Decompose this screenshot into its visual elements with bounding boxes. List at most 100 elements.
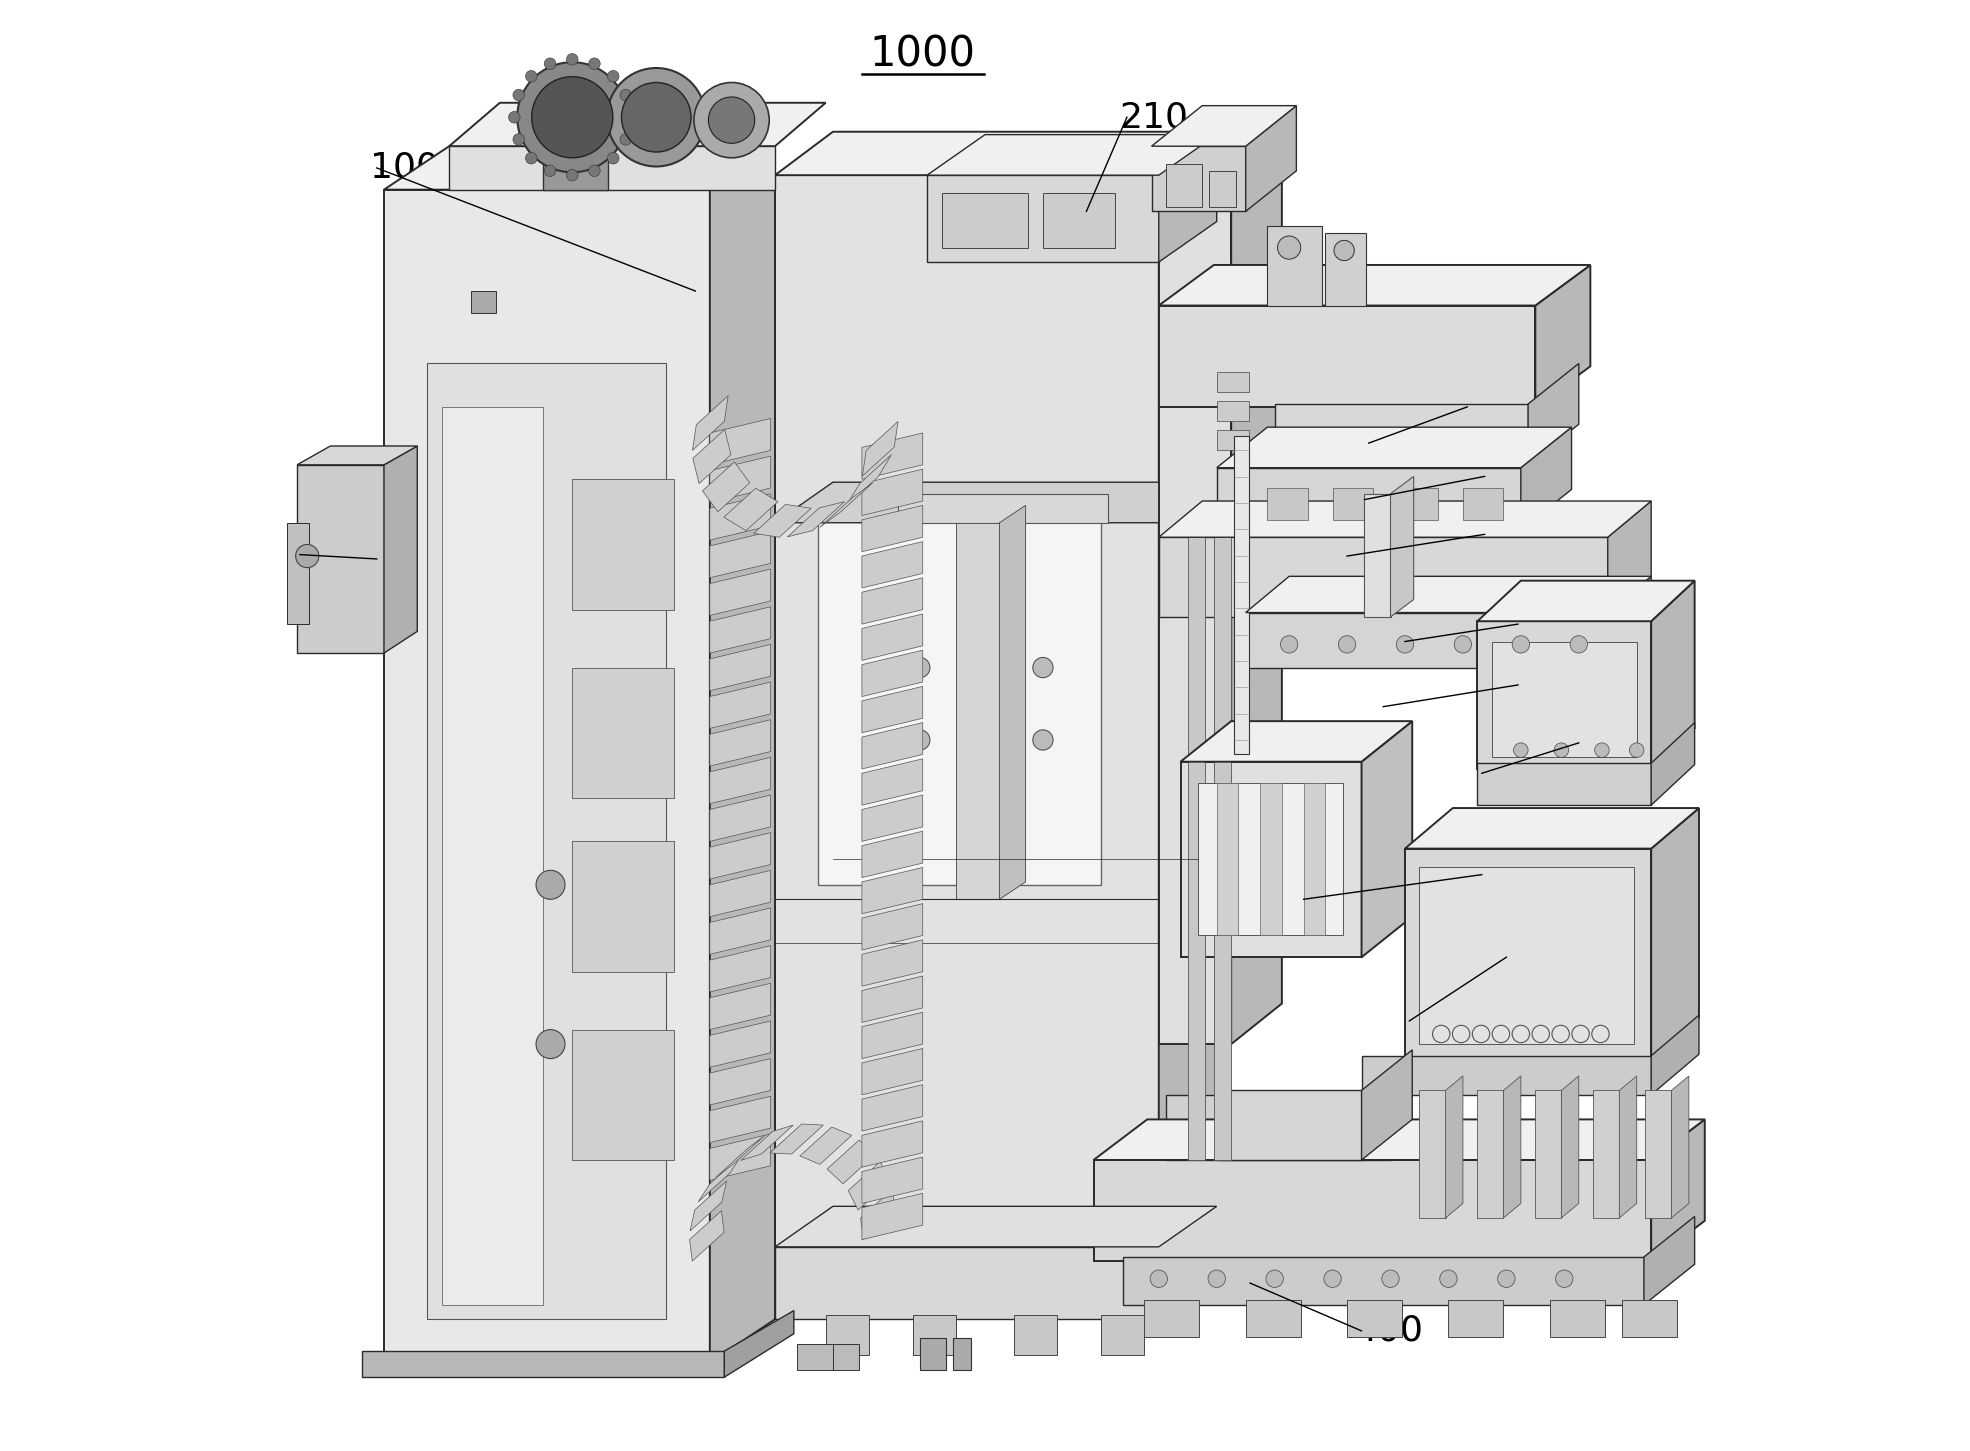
Bar <box>1550 1300 1606 1336</box>
Polygon shape <box>723 488 778 531</box>
Polygon shape <box>1535 266 1590 406</box>
Text: 500: 500 <box>1478 518 1546 551</box>
Polygon shape <box>863 1156 922 1203</box>
Bar <box>1217 371 1249 392</box>
Polygon shape <box>1651 808 1698 1059</box>
Polygon shape <box>863 795 922 842</box>
Circle shape <box>589 165 601 177</box>
Text: 110: 110 <box>294 538 362 572</box>
Polygon shape <box>709 682 770 728</box>
Polygon shape <box>827 1140 875 1184</box>
Polygon shape <box>1651 1119 1704 1261</box>
Circle shape <box>1032 657 1054 678</box>
Polygon shape <box>709 1097 770 1142</box>
Polygon shape <box>709 418 770 464</box>
Circle shape <box>1280 636 1298 653</box>
Polygon shape <box>1231 164 1282 1045</box>
Polygon shape <box>1405 808 1698 849</box>
Bar <box>1198 784 1344 936</box>
Polygon shape <box>571 842 674 972</box>
Polygon shape <box>1158 135 1217 263</box>
Bar <box>1217 784 1239 936</box>
Polygon shape <box>849 1162 890 1210</box>
Polygon shape <box>863 1049 922 1096</box>
Polygon shape <box>1245 576 1651 612</box>
Polygon shape <box>449 103 825 147</box>
Polygon shape <box>863 1193 922 1239</box>
Polygon shape <box>1158 501 1651 537</box>
Polygon shape <box>1361 1056 1651 1096</box>
Polygon shape <box>1651 1016 1698 1096</box>
Polygon shape <box>709 795 770 842</box>
Polygon shape <box>1158 1206 1217 1319</box>
Polygon shape <box>1478 1091 1503 1217</box>
Bar <box>1621 1300 1676 1336</box>
Polygon shape <box>709 493 770 540</box>
Polygon shape <box>741 1125 794 1161</box>
Polygon shape <box>725 1310 794 1377</box>
Polygon shape <box>755 505 812 537</box>
Polygon shape <box>690 1210 725 1261</box>
Polygon shape <box>863 505 922 551</box>
Polygon shape <box>774 132 1217 176</box>
Bar <box>1491 641 1637 757</box>
Polygon shape <box>690 1181 727 1230</box>
Polygon shape <box>571 667 674 798</box>
Bar <box>1464 488 1503 519</box>
Circle shape <box>1150 1270 1168 1287</box>
Polygon shape <box>1188 537 1206 1159</box>
Polygon shape <box>1275 403 1529 464</box>
Bar <box>1399 488 1438 519</box>
Polygon shape <box>297 464 384 653</box>
Polygon shape <box>571 1030 674 1159</box>
Polygon shape <box>1217 467 1521 530</box>
Polygon shape <box>709 833 770 879</box>
Polygon shape <box>709 456 770 502</box>
Polygon shape <box>863 904 922 950</box>
Polygon shape <box>1158 306 1535 406</box>
Polygon shape <box>928 176 1158 263</box>
Polygon shape <box>709 757 770 804</box>
Polygon shape <box>863 1013 922 1059</box>
Polygon shape <box>715 1135 764 1177</box>
Polygon shape <box>863 686 922 733</box>
Polygon shape <box>1093 1159 1651 1261</box>
Polygon shape <box>928 135 1217 176</box>
Circle shape <box>296 544 319 567</box>
Circle shape <box>544 58 556 70</box>
Bar <box>1326 234 1365 306</box>
Circle shape <box>536 1030 565 1059</box>
Polygon shape <box>863 977 922 1023</box>
Polygon shape <box>863 541 922 588</box>
Bar <box>1267 488 1308 519</box>
Bar <box>1042 193 1115 248</box>
Polygon shape <box>863 1085 922 1130</box>
Polygon shape <box>863 421 898 476</box>
Polygon shape <box>693 396 729 450</box>
Polygon shape <box>820 483 873 527</box>
Polygon shape <box>898 493 1107 522</box>
Circle shape <box>532 77 613 158</box>
Polygon shape <box>1608 501 1651 617</box>
Polygon shape <box>847 454 892 506</box>
Bar <box>1217 400 1249 421</box>
Polygon shape <box>1619 1077 1637 1217</box>
Circle shape <box>512 90 524 102</box>
Polygon shape <box>863 469 922 515</box>
Circle shape <box>607 152 619 164</box>
Circle shape <box>709 97 755 144</box>
Polygon shape <box>1562 1077 1578 1217</box>
Polygon shape <box>863 614 922 660</box>
Bar <box>796 1344 833 1370</box>
Text: 121: 121 <box>1511 607 1580 641</box>
Polygon shape <box>863 723 922 769</box>
Polygon shape <box>703 461 751 512</box>
Polygon shape <box>709 871 770 917</box>
Polygon shape <box>999 505 1026 900</box>
Polygon shape <box>1152 147 1245 212</box>
Circle shape <box>508 112 520 123</box>
Polygon shape <box>709 984 770 1030</box>
Circle shape <box>1277 237 1300 260</box>
Bar <box>1347 1300 1403 1336</box>
Circle shape <box>1032 730 1054 750</box>
